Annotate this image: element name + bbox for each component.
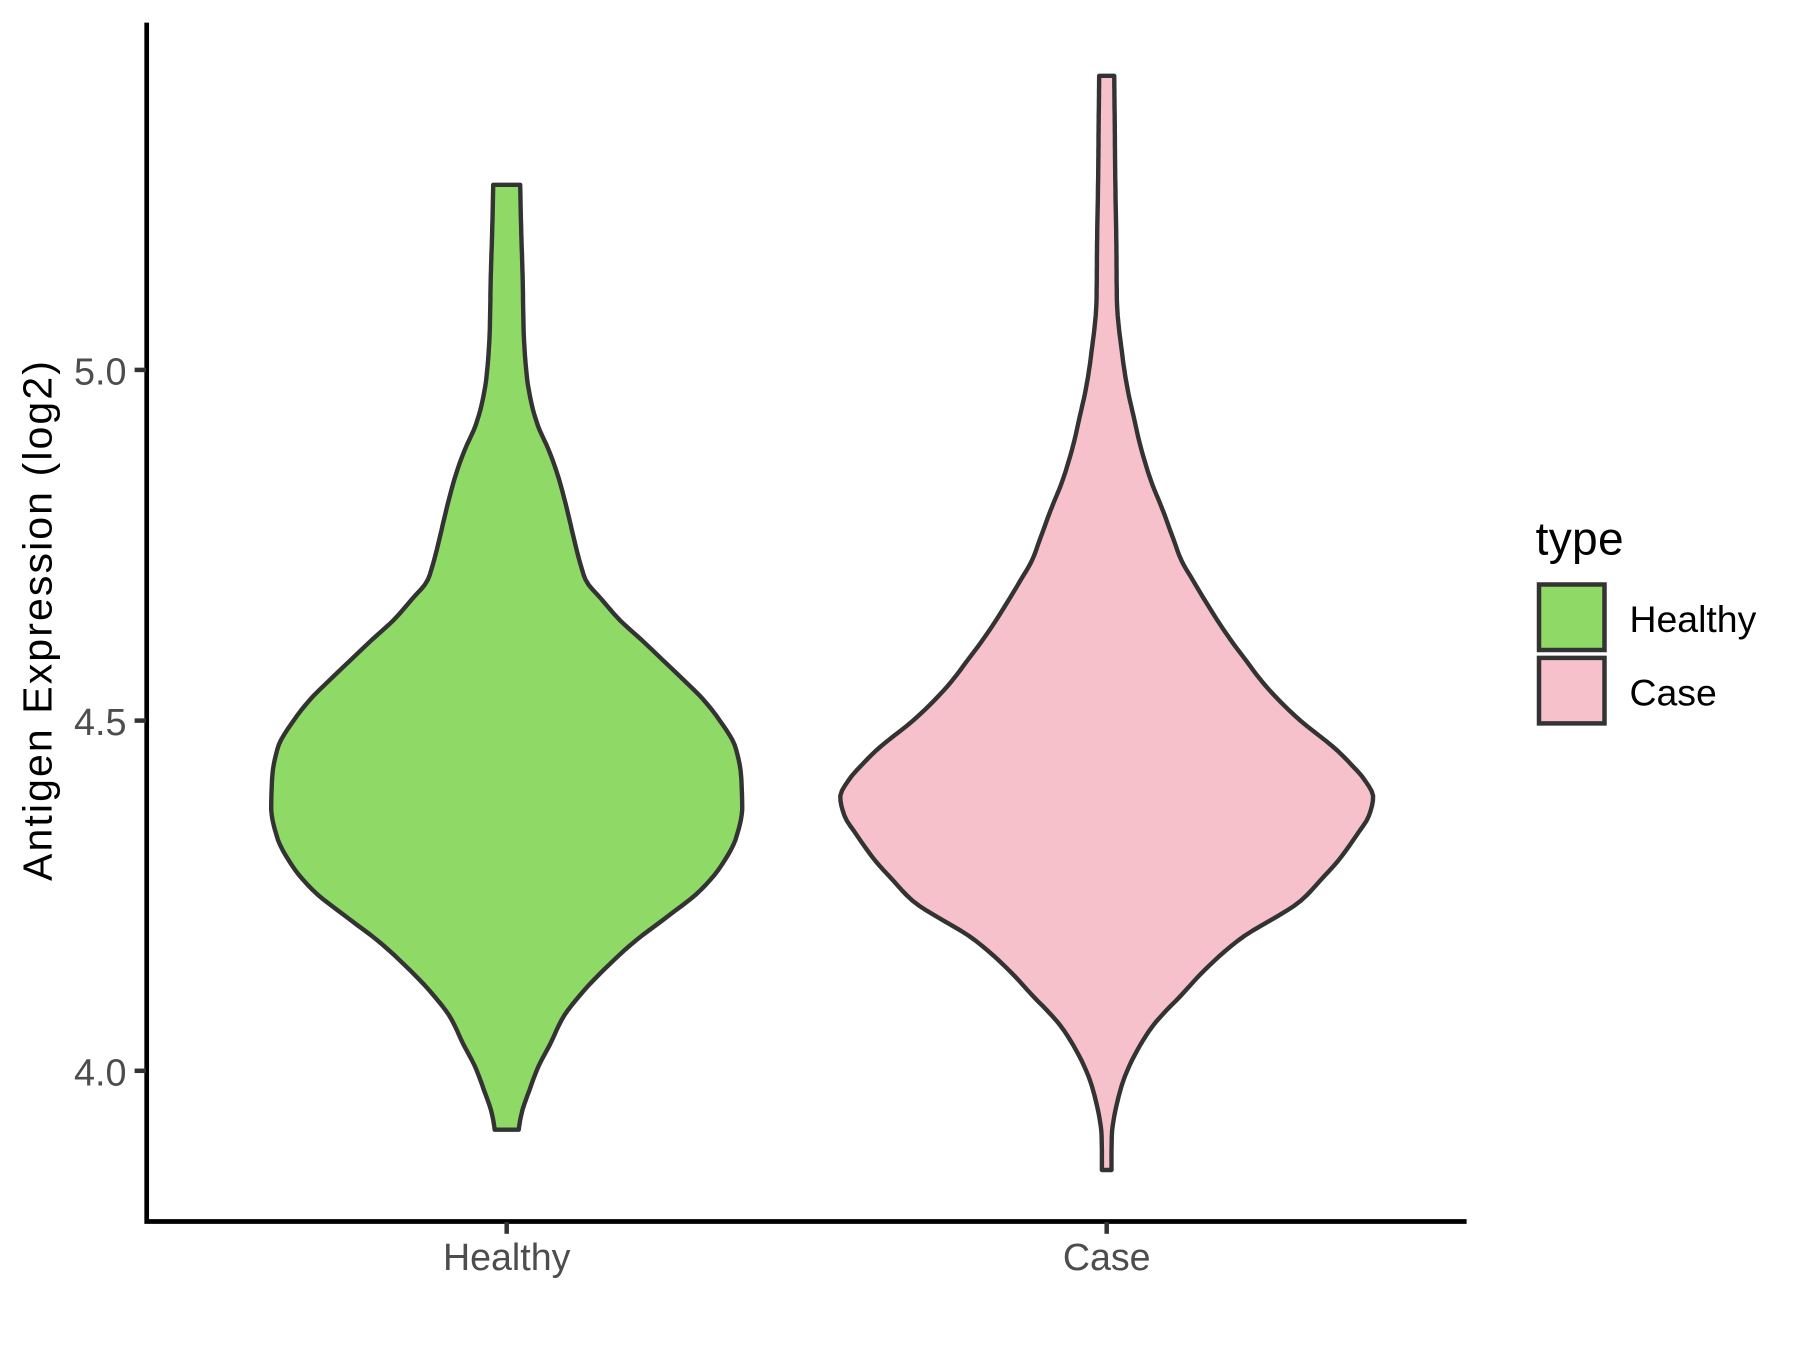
svg-text:4.5: 4.5	[74, 702, 127, 744]
svg-text:Antigen Expression (log2): Antigen Expression (log2)	[14, 359, 60, 881]
svg-text:Case: Case	[1063, 1236, 1151, 1278]
svg-text:Case: Case	[1630, 671, 1717, 713]
svg-text:5.0: 5.0	[74, 351, 127, 393]
svg-text:4.0: 4.0	[74, 1052, 127, 1094]
svg-text:type: type	[1536, 513, 1624, 565]
svg-text:Healthy: Healthy	[443, 1236, 571, 1278]
svg-text:Healthy: Healthy	[1630, 598, 1757, 640]
